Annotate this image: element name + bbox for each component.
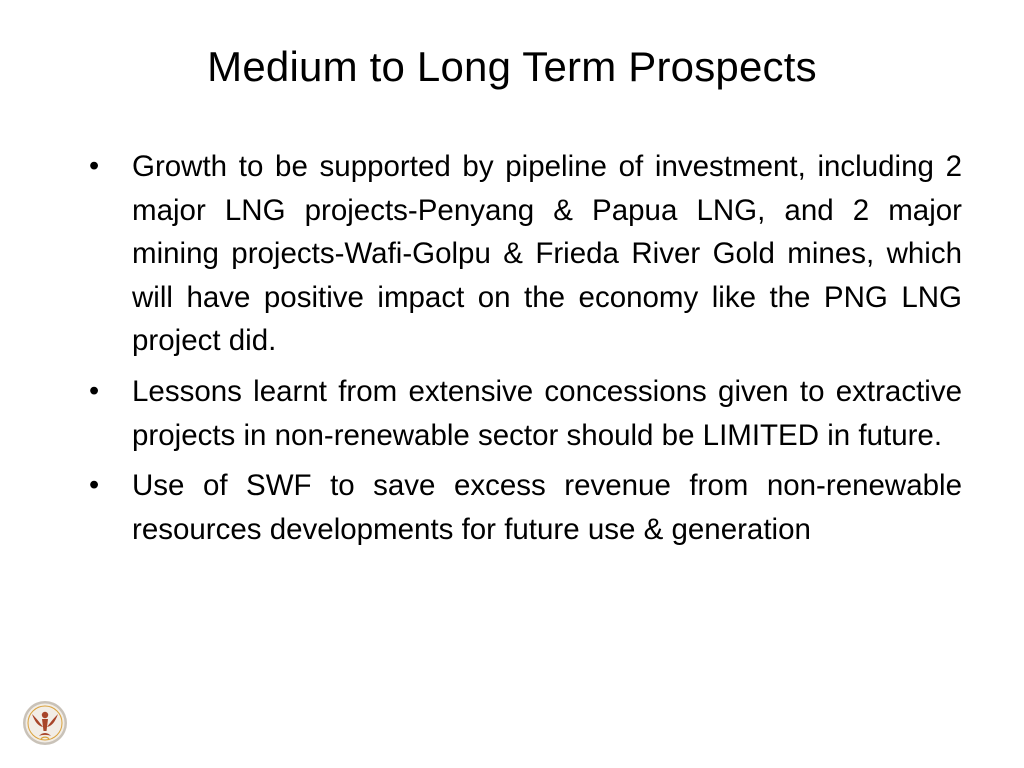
bullet-text: Lessons learnt from extensive concession…	[132, 374, 962, 452]
bullet-list: • Growth to be supported by pipeline of …	[85, 145, 962, 558]
bullet-item: • Use of SWF to save excess revenue from…	[85, 464, 962, 551]
bullet-item: • Lessons learnt from extensive concessi…	[85, 370, 962, 457]
bird-emblem-icon	[23, 701, 67, 745]
bullet-mark: •	[89, 469, 100, 502]
bullet-mark: •	[89, 150, 100, 182]
slide-title: Medium to Long Term Prospects	[207, 43, 817, 90]
bullet-item: • Growth to be supported by pipeline of …	[85, 145, 962, 363]
bullet-mark: •	[89, 374, 100, 407]
bullet-text: Growth to be supported by pipeline of in…	[132, 150, 962, 358]
bullet-text: Use of SWF to save excess revenue from n…	[132, 469, 962, 546]
